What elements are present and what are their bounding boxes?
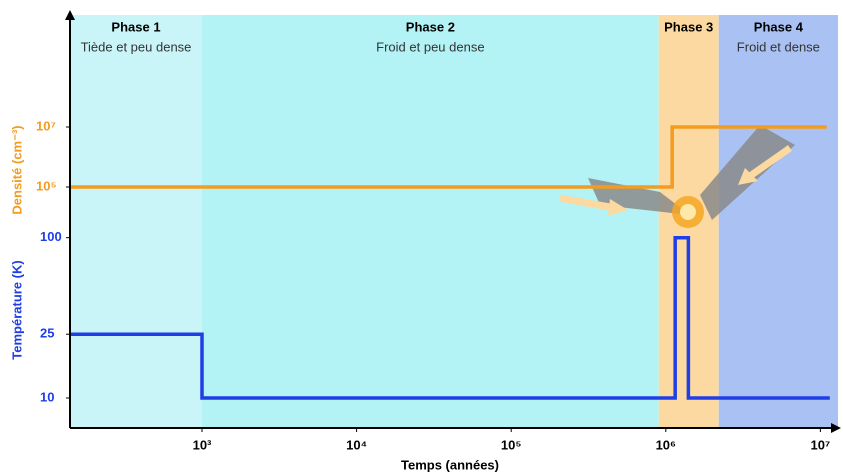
y-tick-label: 25 [40, 326, 54, 341]
y-tick-label: 10 [40, 389, 54, 404]
x-axis-title: Temps (années) [401, 457, 499, 472]
y2-tick-label: 10⁷ [36, 118, 56, 133]
phase-name: Phase 2 [406, 19, 455, 34]
series-line [70, 235, 830, 400]
phase-description: Froid et peu dense [376, 39, 484, 54]
phase-band [70, 15, 203, 428]
x-axis-arrow [831, 423, 841, 433]
phase-description: Froid et dense [737, 39, 820, 54]
phase-band [718, 15, 838, 428]
x-tick-label: 10⁶ [656, 437, 676, 452]
x-tick-label: 10³ [193, 437, 212, 452]
y2-tick-label: 10⁵ [36, 178, 57, 193]
series-line [70, 125, 827, 189]
x-tick-label: 10⁵ [501, 437, 522, 452]
collision-illustration [559, 125, 795, 228]
x-tick-label: 10⁷ [810, 437, 830, 452]
phase-description: Tiède et peu dense [81, 39, 192, 54]
phase-name: Phase 1 [111, 19, 160, 34]
y-axis-arrow [65, 10, 75, 20]
x-tick-label: 10⁴ [346, 437, 367, 452]
phase-name: Phase 3 [664, 19, 713, 34]
y-axis-title: Température (K) [9, 260, 24, 359]
y2-axis-title: Densité (cm⁻³) [9, 125, 24, 214]
phase-name: Phase 4 [754, 19, 804, 34]
y-tick-label: 100 [40, 229, 62, 244]
phase-bands: Phase 1 Tiède et peu dense Phase 2 Froid et… [70, 15, 838, 428]
phase-band [202, 15, 659, 428]
